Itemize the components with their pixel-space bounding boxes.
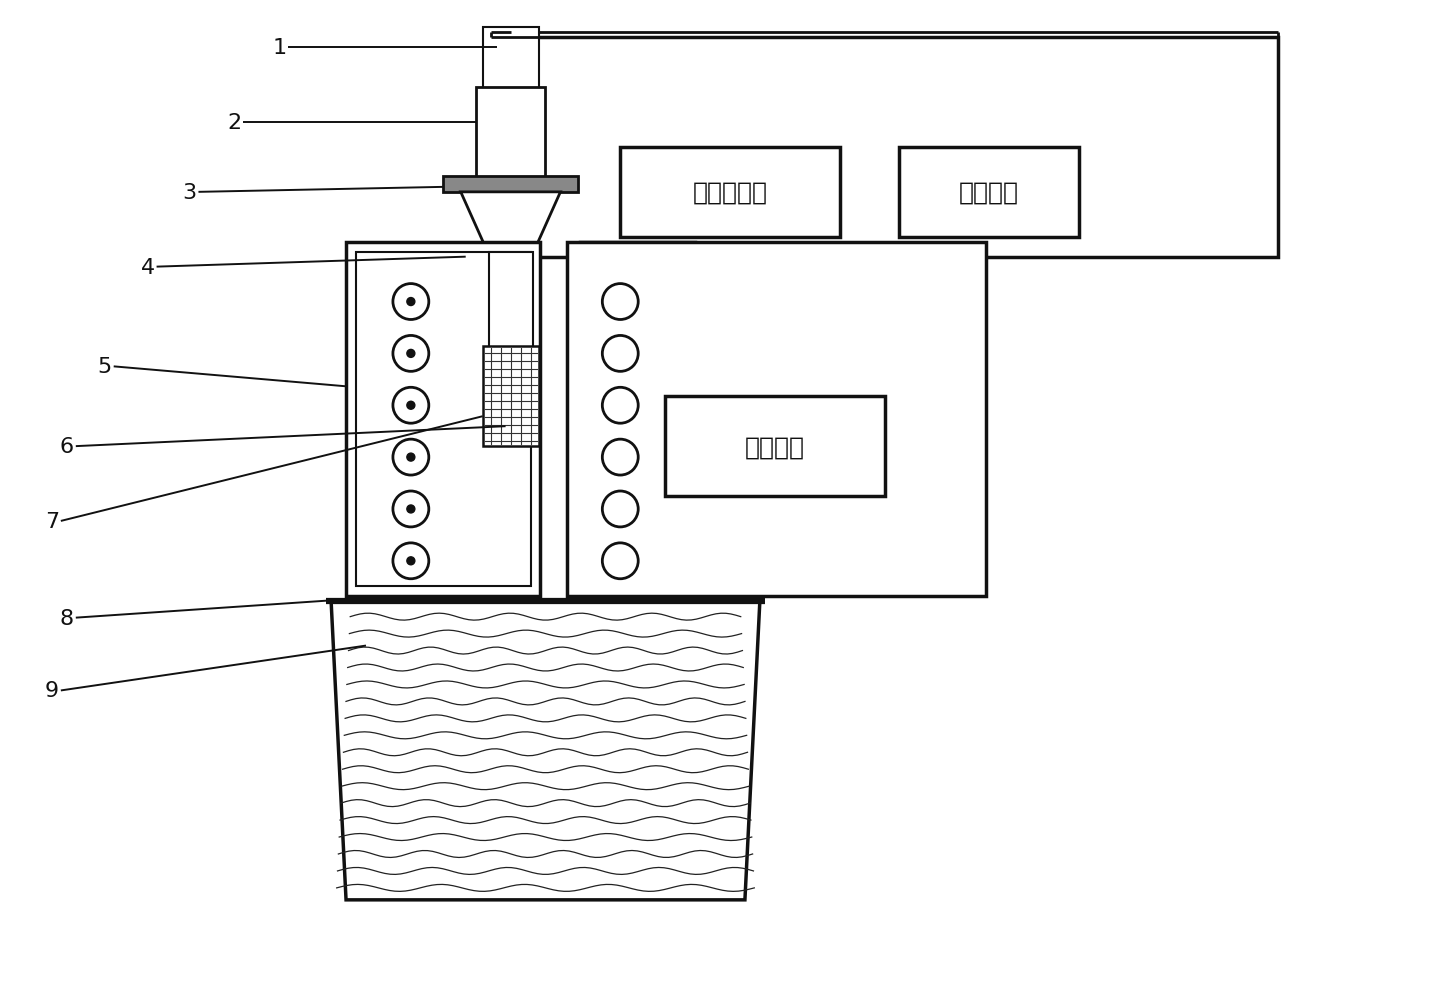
- Text: 3: 3: [182, 182, 196, 203]
- Circle shape: [392, 387, 428, 424]
- Polygon shape: [331, 601, 760, 900]
- Text: 温控系统: 温控系统: [745, 435, 805, 458]
- Text: 水冷系统: 水冷系统: [959, 180, 1020, 205]
- Circle shape: [392, 336, 428, 372]
- Text: 1: 1: [272, 38, 286, 58]
- Circle shape: [392, 543, 428, 579]
- Circle shape: [603, 440, 639, 475]
- Circle shape: [603, 336, 639, 372]
- Bar: [491, 34, 503, 88]
- Circle shape: [407, 350, 415, 358]
- Text: 6: 6: [60, 437, 74, 457]
- Bar: [347, 243, 540, 597]
- Bar: [491, 38, 1279, 257]
- Bar: [517, 34, 528, 88]
- Circle shape: [392, 440, 428, 475]
- Bar: [483, 347, 538, 447]
- Text: 超声发生器: 超声发生器: [693, 180, 768, 205]
- Circle shape: [603, 491, 639, 528]
- Circle shape: [407, 454, 415, 461]
- Circle shape: [407, 402, 415, 410]
- Bar: [504, 34, 516, 88]
- Text: 4: 4: [140, 257, 155, 277]
- Circle shape: [603, 284, 639, 320]
- Bar: [589, 250, 687, 588]
- Bar: [580, 243, 695, 597]
- Text: 9: 9: [44, 680, 59, 701]
- Circle shape: [407, 506, 415, 514]
- Bar: [475, 88, 546, 177]
- Bar: [357, 252, 530, 586]
- Bar: [567, 243, 987, 597]
- Bar: [899, 148, 1078, 238]
- Bar: [620, 148, 839, 238]
- Text: 7: 7: [44, 512, 59, 531]
- Bar: [664, 397, 885, 497]
- Bar: [483, 29, 538, 93]
- Text: 2: 2: [228, 113, 242, 133]
- Bar: [488, 252, 533, 447]
- Bar: [444, 176, 579, 192]
- Circle shape: [603, 387, 639, 424]
- Circle shape: [392, 491, 428, 528]
- Text: 5: 5: [97, 357, 112, 377]
- Polygon shape: [461, 192, 560, 297]
- Text: 8: 8: [60, 608, 74, 628]
- Circle shape: [603, 543, 639, 579]
- Circle shape: [407, 298, 415, 307]
- Circle shape: [392, 284, 428, 320]
- Circle shape: [407, 557, 415, 565]
